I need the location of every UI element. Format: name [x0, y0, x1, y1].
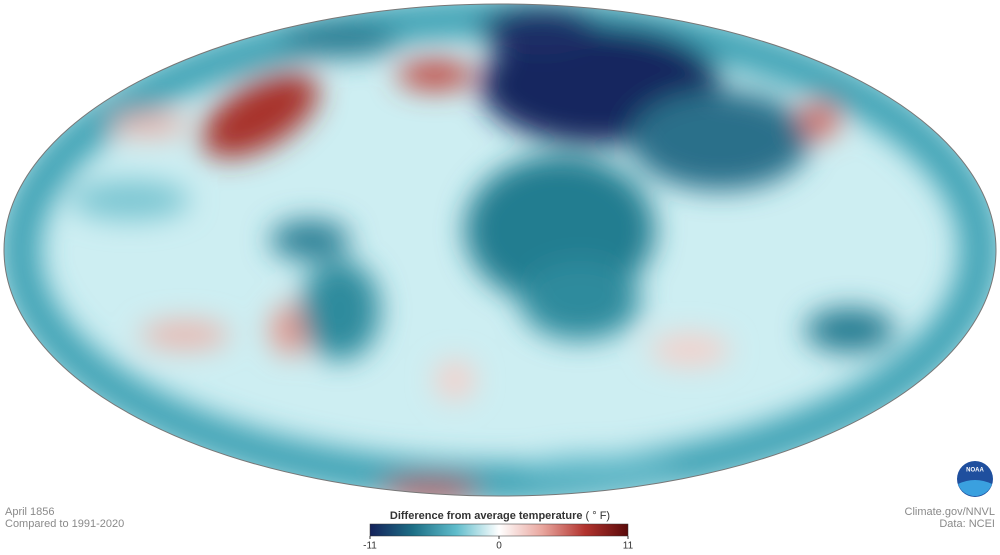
- colorbar-tick-label: 11: [623, 541, 634, 552]
- globe-outline: [3, 3, 997, 497]
- credit: Climate.gov/NNVL: [905, 506, 995, 518]
- colorbar: [369, 523, 629, 537]
- baseline: Compared to 1991-2020: [5, 518, 124, 530]
- legend-title-text: Difference from average temperature: [390, 510, 583, 522]
- colorbar-tick-label: 0: [496, 541, 502, 552]
- colorbar-tick-label: -11: [363, 541, 377, 552]
- source: Data: NCEI: [939, 518, 995, 530]
- date: April 1856: [5, 506, 55, 518]
- map: [4, 4, 996, 496]
- legend-title: Difference from average temperature ( ° …: [390, 510, 610, 522]
- noaa-logo: NOAA: [957, 461, 993, 497]
- logo-text: NOAA: [966, 468, 984, 474]
- legend-unit: ( ° F): [586, 510, 611, 522]
